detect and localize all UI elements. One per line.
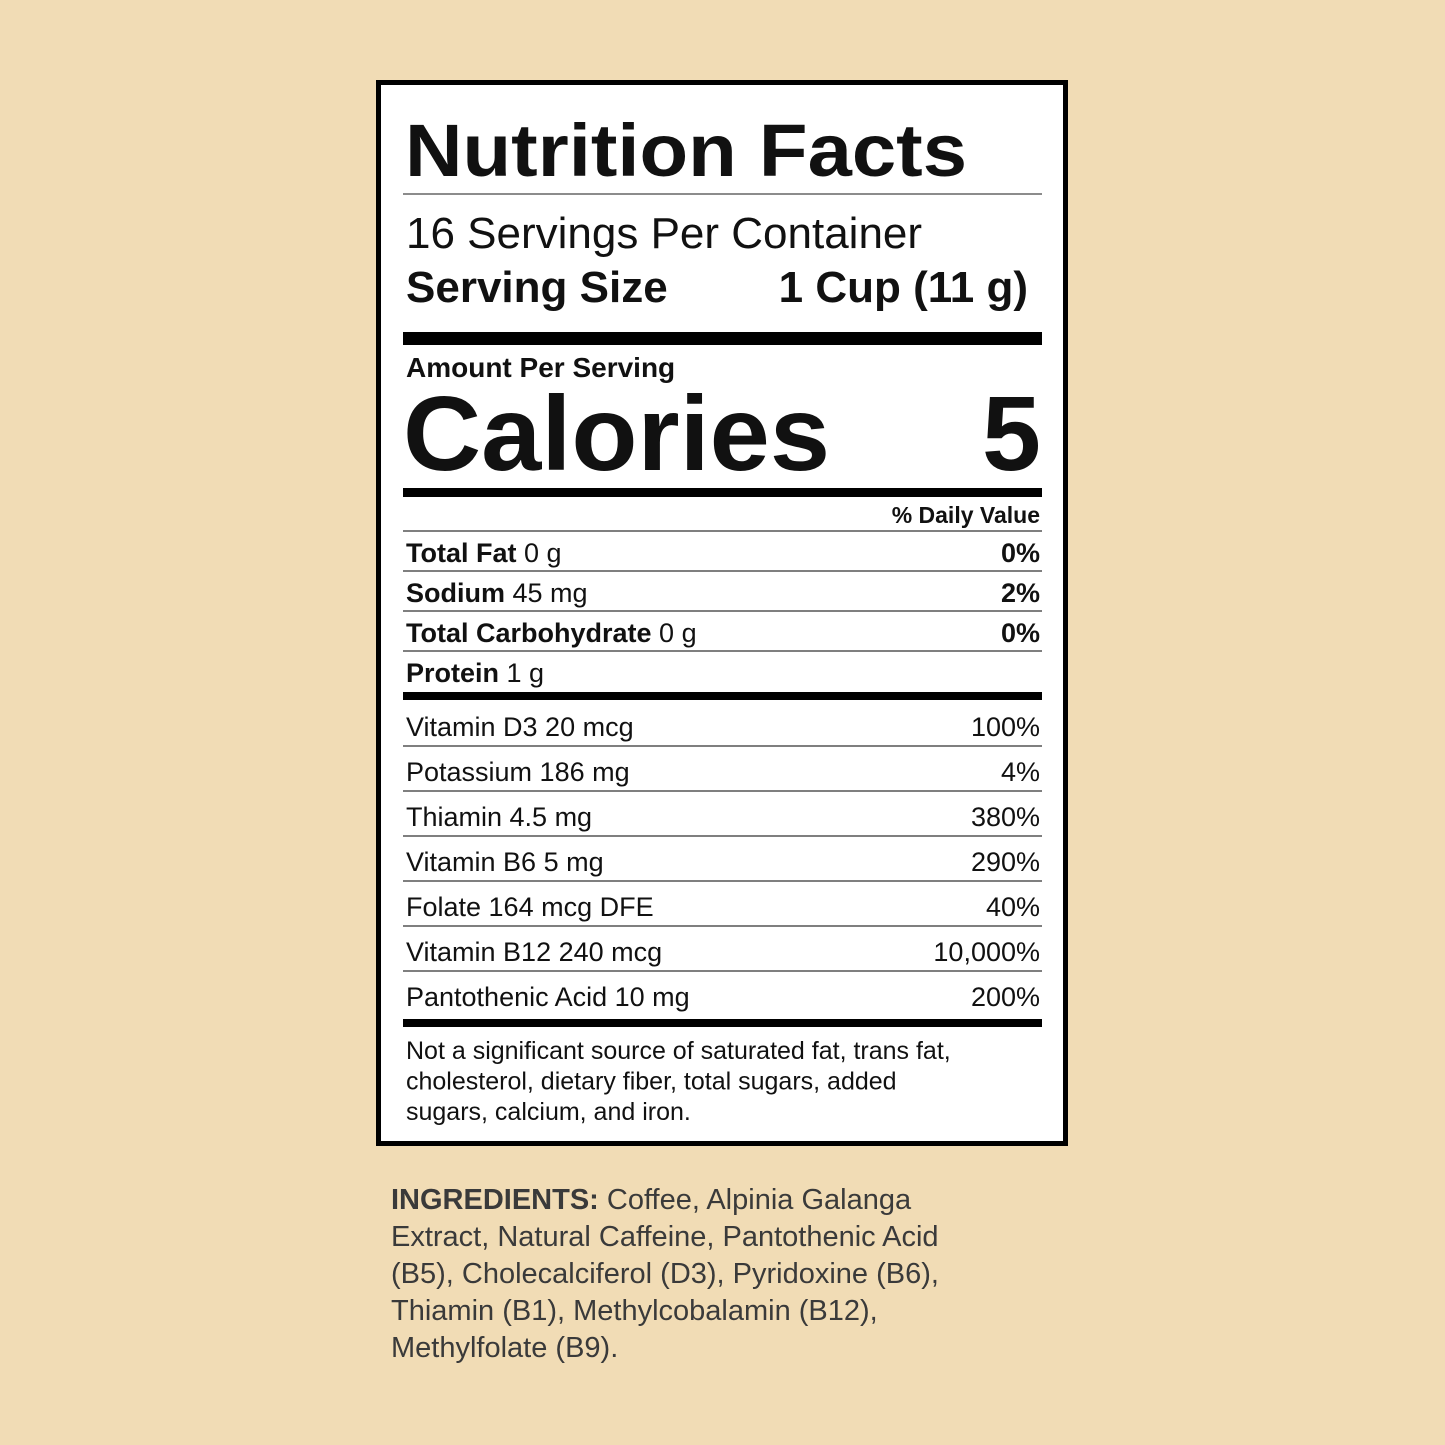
footnote-line: Not a significant source of saturated fa… [406, 1037, 951, 1065]
vitamin-name: Vitamin B12 240 mcg [406, 937, 662, 967]
thick-bar [403, 1019, 1042, 1027]
footnote-line: sugars, calcium, and iron. [406, 1098, 691, 1126]
nutrient-amount: 0 g [524, 538, 562, 568]
nutrient-row: Total Fat 0 g [406, 538, 562, 568]
vitamin-name: Thiamin 4.5 mg [406, 802, 592, 832]
nutrient-name: Sodium [406, 578, 505, 608]
ingredients-line: Extract, Natural Caffeine, Pantothenic A… [391, 1221, 939, 1253]
vitamin-name: Vitamin B6 5 mg [406, 847, 604, 877]
calories-value: 5 [982, 375, 1041, 493]
serving-size: 1 Cup (11 g) [779, 263, 1028, 312]
nutrient-amount: 45 mg [513, 578, 588, 608]
ingredients-line: Methylfolate (B9). [391, 1332, 618, 1364]
vitamin-name: Folate 164 mcg DFE [406, 892, 654, 922]
servings: 16 Servings Per Container [406, 209, 922, 258]
vitamin-dv: 200% [971, 982, 1040, 1012]
nutrient-name: Total Carbohydrate [406, 618, 652, 648]
serving-size-label: Serving Size [406, 263, 668, 312]
nutrient-row: Total Carbohydrate 0 g [406, 618, 697, 648]
ingredients-text: Thiamin (B1), Methylcobalamin (B12), [391, 1295, 878, 1327]
nutrient-amount: 1 g [507, 658, 545, 688]
nutrient-name: Total Fat [406, 538, 517, 568]
ingredients-text: Extract, Natural Caffeine, Pantothenic A… [391, 1221, 939, 1253]
nutrient-dv: 0% [1001, 618, 1040, 648]
vitamin-dv: 40% [986, 892, 1040, 922]
thick-bar [403, 692, 1042, 700]
ingredients-line: INGREDIENTS: Coffee, Alpinia Galanga [391, 1184, 912, 1216]
nutrient-dv: 0% [1001, 538, 1040, 568]
ingredients-text: (B5), Cholecalciferol (D3), Pyridoxine (… [391, 1258, 939, 1290]
dv-heading: % Daily Value [892, 502, 1040, 528]
ingredients-label: INGREDIENTS: [391, 1184, 599, 1216]
ingredients-line: Thiamin (B1), Methylcobalamin (B12), [391, 1295, 878, 1327]
vitamin-name: Potassium 186 mg [406, 757, 630, 787]
nutrient-name: Protein [406, 658, 499, 688]
amount-heading: Amount Per Serving [406, 352, 675, 383]
vitamin-name: Vitamin D3 20 mcg [406, 712, 634, 742]
thick-bar [403, 488, 1042, 497]
calories-label: Calories [403, 375, 830, 493]
nutrient-amount: 0 g [659, 618, 697, 648]
vitamin-name: Pantothenic Acid 10 mg [406, 982, 690, 1012]
vitamin-dv: 290% [971, 847, 1040, 877]
nutrient-dv: 2% [1001, 578, 1040, 608]
vitamin-dv: 100% [971, 712, 1040, 742]
vitamin-dv: 4% [1001, 757, 1040, 787]
ingredients-line: (B5), Cholecalciferol (D3), Pyridoxine (… [391, 1258, 939, 1290]
title: Nutrition Facts [405, 109, 967, 192]
nutrient-row: Sodium 45 mg [406, 578, 588, 608]
nutrient-row: Protein 1 g [406, 658, 544, 688]
thick-bar [403, 332, 1042, 345]
label-box [376, 80, 1068, 1146]
vitamin-dv: 10,000% [933, 937, 1040, 967]
footnote-line: cholesterol, dietary fiber, total sugars… [406, 1068, 897, 1096]
vitamin-dv: 380% [971, 802, 1040, 832]
ingredients-text: Coffee, Alpinia Galanga [599, 1184, 912, 1216]
ingredients-text: Methylfolate (B9). [391, 1332, 618, 1364]
